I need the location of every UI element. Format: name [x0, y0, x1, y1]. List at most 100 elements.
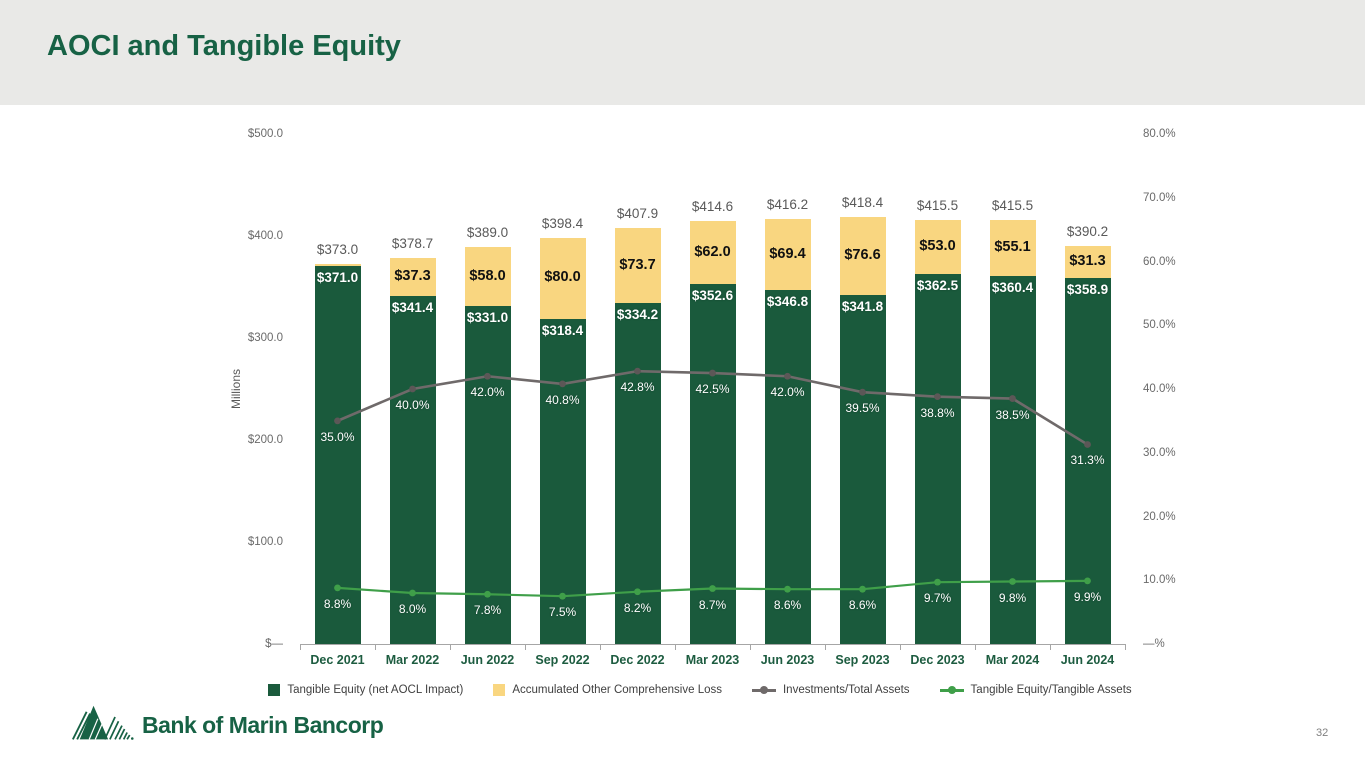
- page-title: AOCI and Tangible Equity: [47, 30, 401, 62]
- bar-tangible-equity-label: $318.4: [541, 323, 584, 339]
- x-axis-tick-mark: [450, 644, 451, 650]
- line-point-label: 42.5%: [695, 382, 730, 397]
- bar-aocl-label: $55.1: [994, 239, 1031, 256]
- bar-tangible-equity-label: $334.2: [616, 307, 659, 323]
- left-axis-title: Millions: [229, 369, 243, 410]
- bar-aocl: [764, 219, 811, 291]
- line-point-label: 40.8%: [545, 392, 580, 407]
- bar-aocl-label: $80.0: [544, 269, 581, 286]
- x-axis-tick-mark: [1050, 644, 1051, 650]
- y-axis-tick-right: 10.0%: [1143, 574, 1176, 587]
- x-axis-line: [300, 644, 1125, 645]
- y-axis-tick-right: 80.0%: [1143, 128, 1176, 140]
- legend-label: Investments/Total Assets: [782, 684, 910, 696]
- bar-aocl: [314, 263, 361, 266]
- bar-tangible-equity-label: $331.0: [466, 310, 509, 326]
- bar-aocl: [464, 247, 511, 307]
- y-axis-tick-right: 30.0%: [1143, 446, 1176, 459]
- line-point-label: 8.0%: [398, 602, 427, 616]
- x-axis-tick-mark: [750, 644, 751, 650]
- logo-text: Bank of Marin Bancorp: [142, 712, 384, 738]
- x-axis-label: Jun 2022: [460, 653, 515, 667]
- bar-total-label: $389.0: [466, 225, 509, 241]
- bar-tangible-equity-label: $341.8: [841, 299, 884, 315]
- bar-aocl-label: $37.3: [394, 267, 431, 284]
- y-axis-tick-right: 40.0%: [1143, 383, 1176, 395]
- legend-label: Accumulated Other Comprehensive Loss: [512, 684, 722, 696]
- bar-tangible-equity-label: $352.6: [691, 288, 734, 304]
- bar-total-label: $390.2: [1066, 223, 1109, 239]
- x-axis-label: Dec 2021: [310, 653, 365, 667]
- bar-tangible-equity-label: $371.0: [316, 269, 359, 285]
- line-point-label: 39.5%: [845, 401, 880, 416]
- line-point-label: 8.8%: [323, 596, 352, 611]
- x-axis-tick-mark: [675, 644, 676, 650]
- x-axis-label: Sep 2023: [835, 653, 890, 667]
- legend-label: Tangible Equity/Tangible Assets: [970, 684, 1132, 696]
- bar-tangible-equity: [989, 276, 1036, 644]
- x-axis-label: Jun 2024: [1060, 653, 1115, 667]
- bar-total-label: $373.0: [316, 241, 359, 257]
- bar-tangible-equity-label: $341.4: [391, 299, 434, 315]
- bar-aocl: [914, 220, 961, 275]
- company-logo: Bank of Marin Bancorp: [72, 700, 384, 751]
- y-axis-tick-left: $—: [265, 638, 283, 650]
- line-point-label: 8.7%: [698, 597, 727, 612]
- y-axis-tick-left: $500.0: [247, 128, 283, 140]
- y-axis-tick-right: —%: [1143, 638, 1165, 650]
- bar-aocl-label: $73.7: [619, 256, 656, 273]
- line-point-label: 42.8%: [620, 380, 655, 395]
- y-axis-tick-right: 20.0%: [1143, 510, 1176, 523]
- line-point-label: 40.0%: [395, 398, 430, 412]
- bar-tangible-equity: [614, 303, 661, 644]
- line-point-label: 42.0%: [770, 385, 805, 400]
- legend-item: Investments/Total Assets: [751, 684, 910, 696]
- x-axis-tick-mark: [825, 644, 826, 650]
- line-point-label: 9.7%: [923, 591, 952, 606]
- x-axis-tick-mark: [300, 644, 301, 650]
- bar-total-label: $414.6: [691, 199, 734, 215]
- bar-aocl-label: $53.0: [919, 238, 956, 255]
- bar-tangible-equity: [689, 284, 736, 644]
- bar-tangible-equity: [314, 265, 361, 644]
- line-point-label: 9.9%: [1073, 589, 1102, 604]
- bar-aocl: [389, 257, 436, 296]
- bar-aocl-label: $31.3: [1069, 252, 1106, 269]
- y-axis-tick-left: $200.0: [247, 434, 283, 446]
- bar-tangible-equity: [764, 290, 811, 644]
- line-point-label: 38.5%: [995, 407, 1030, 422]
- legend-item: Accumulated Other Comprehensive Loss: [493, 684, 722, 696]
- bar-tangible-equity: [839, 295, 886, 644]
- x-axis-label: Mar 2023: [685, 653, 740, 667]
- y-axis-tick-right: 60.0%: [1143, 255, 1176, 268]
- x-axis-tick-mark: [525, 644, 526, 650]
- x-axis-label: Jun 2023: [760, 653, 815, 667]
- legend-line-swatch: [939, 686, 964, 694]
- legend-square-swatch: [493, 684, 506, 696]
- bar-total-label: $398.4: [541, 215, 584, 231]
- line-point-label: 8.6%: [848, 598, 877, 613]
- y-axis-tick-left: $400.0: [247, 230, 283, 242]
- bar-total-label: $416.2: [766, 197, 809, 213]
- legend-line-marker-dot: [947, 686, 956, 694]
- x-axis-label: Dec 2023: [910, 653, 965, 667]
- bar-total-label: $378.7: [391, 235, 434, 251]
- legend-item: Tangible Equity (net AOCL Impact): [268, 684, 463, 696]
- bar-aocl-label: $76.6: [844, 247, 881, 264]
- chart-legend: Tangible Equity (net AOCL Impact) Accumul…: [250, 684, 1150, 696]
- x-axis-tick-mark: [375, 644, 376, 650]
- x-axis-label: Sep 2022: [535, 653, 590, 667]
- y-axis-tick-right: 70.0%: [1143, 191, 1176, 204]
- legend-label: Tangible Equity (net AOCL Impact): [287, 684, 464, 696]
- x-axis-label: Mar 2024: [985, 653, 1040, 667]
- bar-tangible-equity-label: $362.5: [916, 278, 959, 294]
- legend-line-swatch: [751, 686, 776, 694]
- legend-line-marker-dot: [759, 686, 768, 694]
- bar-tangible-equity-label: $360.4: [991, 280, 1034, 296]
- line-point-label: 8.2%: [623, 600, 652, 615]
- bar-aocl: [1064, 245, 1111, 278]
- line-point-label: 42.0%: [470, 385, 505, 400]
- line-point-label: 8.6%: [773, 598, 802, 613]
- line-point-label: 31.3%: [1070, 453, 1105, 468]
